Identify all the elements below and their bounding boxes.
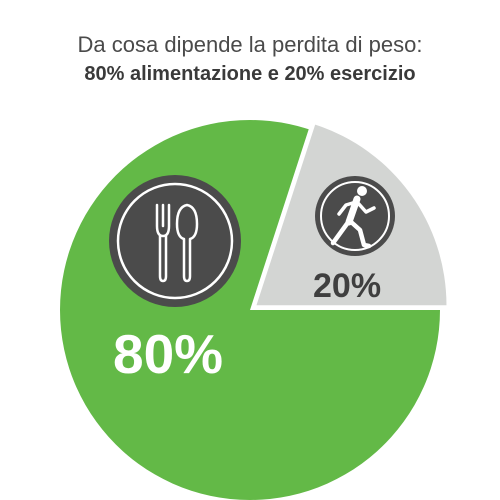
pie-label-20: 20% (313, 267, 381, 305)
chart-title: Da cosa dipende la perdita di peso: (77, 32, 423, 57)
pie-label-80: 80% (113, 323, 223, 385)
running-man-icon (315, 176, 395, 256)
chart-subtitle: 80% alimentazione e 20% esercizio (84, 63, 416, 85)
fork-knife-icon (109, 175, 241, 307)
